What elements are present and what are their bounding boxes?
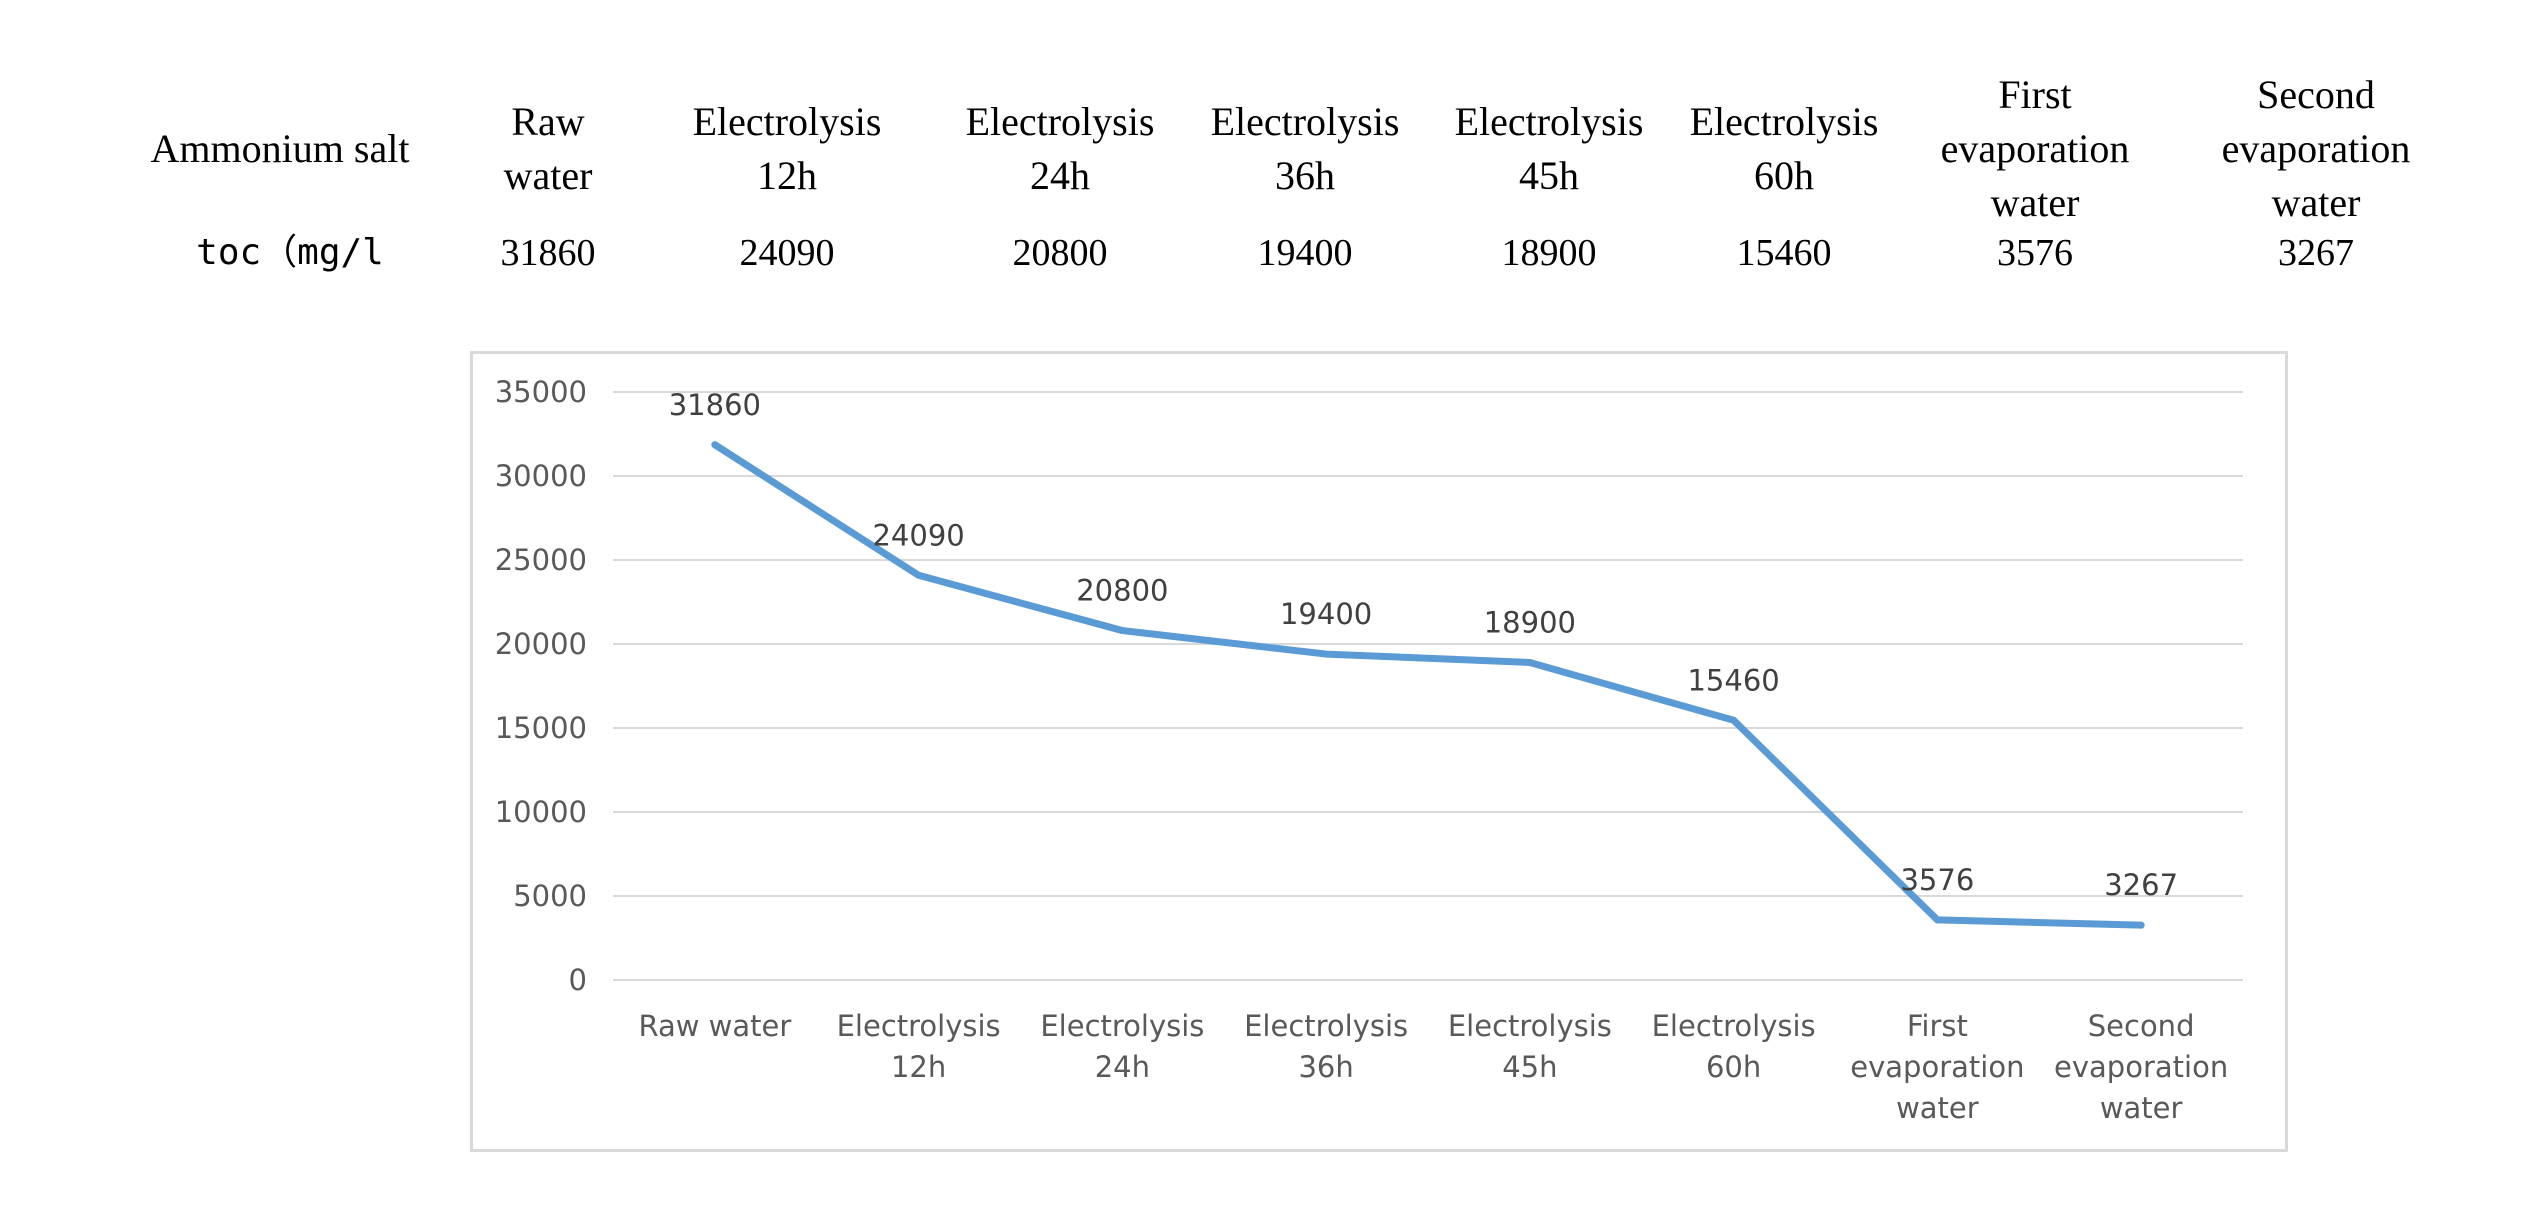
table-value-row-label: toc（mg/l xyxy=(196,232,384,273)
data-point xyxy=(1118,627,1126,635)
x-tick-label: First evaporation water xyxy=(1850,1009,2024,1125)
table-value: 18900 xyxy=(1501,232,1597,274)
table-value: 24090 xyxy=(739,232,835,274)
table-col-header: Electrolysis 12h xyxy=(692,99,882,198)
data-label: 18900 xyxy=(1484,605,1576,639)
data-label: 3576 xyxy=(1900,863,1974,897)
table-col-header: Electrolysis 36h xyxy=(1210,99,1400,198)
y-tick-label: 15000 xyxy=(495,711,587,745)
table-col-header: Second evaporation water xyxy=(2221,72,2411,225)
x-tick-label: Electrolysis 24h xyxy=(1040,1009,1204,1084)
y-tick-label: 0 xyxy=(569,963,587,997)
x-tick-label: Second evaporation water xyxy=(2054,1009,2228,1125)
table-col-header: Electrolysis 24h xyxy=(965,99,1155,198)
x-tick-label: Electrolysis 36h xyxy=(1244,1009,1408,1084)
chart-frame: 0 5000 10000 15000 20000 25000 30000 35000 Raw w… xyxy=(470,351,2288,1152)
table-value: 3267 xyxy=(2278,232,2354,274)
table-col-header: Electrolysis 45h xyxy=(1454,99,1644,198)
x-tick-label: Raw water xyxy=(638,1009,791,1043)
y-tick-label: 5000 xyxy=(513,879,587,913)
table-value: 19400 xyxy=(1257,232,1353,274)
data-label: 3267 xyxy=(2104,868,2178,902)
table-row-header: Ammonium salt xyxy=(150,126,410,171)
data-point xyxy=(711,441,719,449)
y-tick-label: 10000 xyxy=(495,795,587,829)
data-point xyxy=(915,571,923,579)
data-point xyxy=(1730,716,1738,724)
table-col-header: First evaporation water xyxy=(1940,72,2130,225)
y-tick-label: 20000 xyxy=(495,627,587,661)
data-point xyxy=(2137,921,2145,929)
y-tick-label: 25000 xyxy=(495,543,587,577)
table-value: 20800 xyxy=(1012,232,1108,274)
x-tick-label: Electrolysis 12h xyxy=(837,1009,1001,1084)
data-label: 19400 xyxy=(1280,597,1372,631)
series-line xyxy=(711,441,2145,929)
data-label: 31860 xyxy=(669,388,761,422)
table-col-header: Electrolysis 60h xyxy=(1689,99,1879,198)
table-col-header: Raw water xyxy=(503,99,593,198)
table-value: 15460 xyxy=(1736,232,1832,274)
data-label: 24090 xyxy=(872,518,964,552)
data-point xyxy=(1933,916,1941,924)
line-chart: 0 5000 10000 15000 20000 25000 30000 35000 Raw w… xyxy=(495,375,2243,1125)
data-label: 15460 xyxy=(1687,663,1779,697)
y-tick-label: 30000 xyxy=(495,459,587,493)
data-label: 20800 xyxy=(1076,574,1168,608)
data-point xyxy=(1526,658,1534,666)
y-tick-label: 35000 xyxy=(495,375,587,409)
x-tick-label: Electrolysis 60h xyxy=(1652,1009,1816,1084)
table-value: 31860 xyxy=(500,232,596,274)
x-tick-label: Electrolysis 45h xyxy=(1448,1009,1612,1084)
table-value: 3576 xyxy=(1997,232,2073,274)
data-point xyxy=(1322,650,1330,658)
